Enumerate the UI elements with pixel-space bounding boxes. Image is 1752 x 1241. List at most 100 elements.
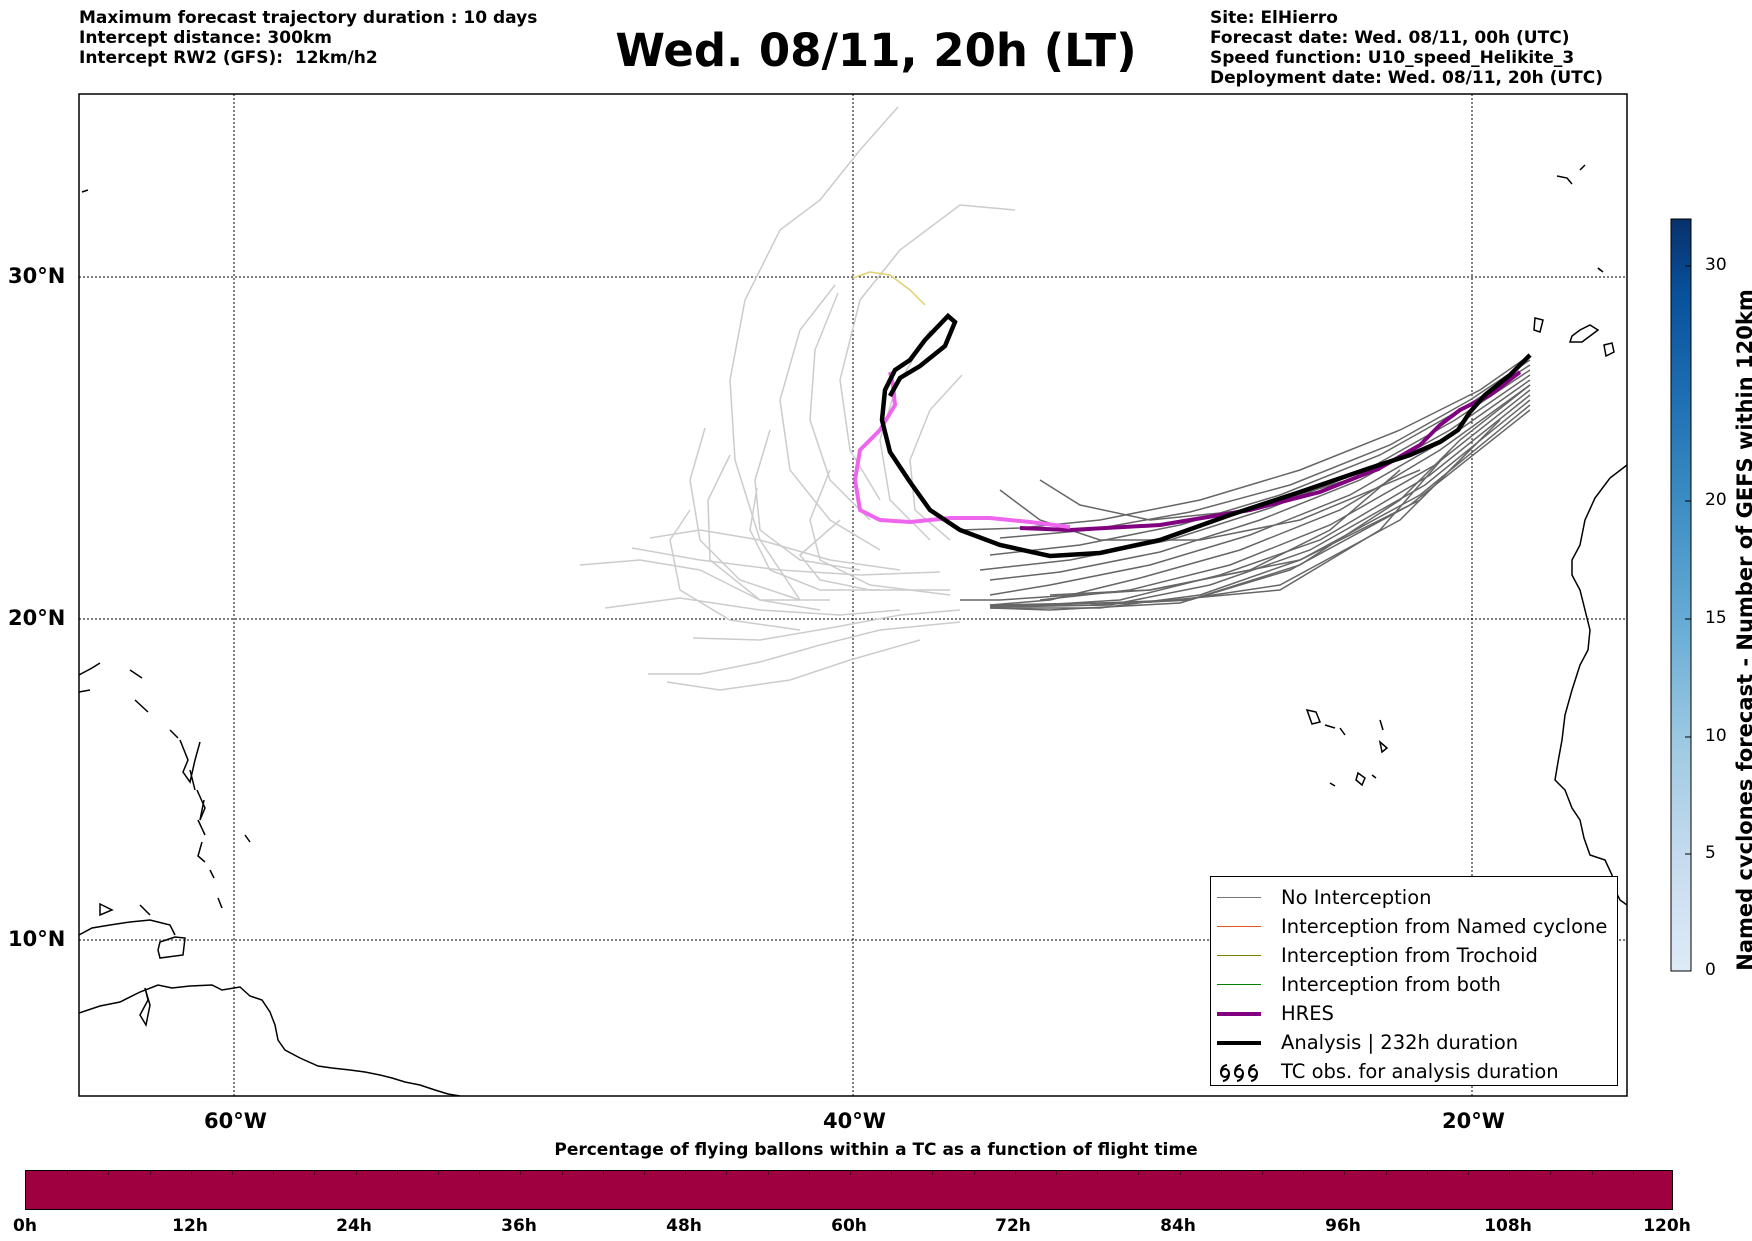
colorbar-tick: 15 — [1705, 608, 1727, 628]
colorbar-tick: 5 — [1705, 843, 1716, 863]
time-bar-minor-tick — [67, 1171, 69, 1175]
legend-label: Analysis | 232h duration — [1281, 1031, 1519, 1054]
time-bar-minor-tick — [273, 1171, 275, 1175]
caribbean-islands — [79, 662, 251, 1028]
time-bar-minor-tick — [685, 1171, 687, 1175]
time-bar-minor-tick — [396, 1171, 398, 1175]
ensemble-trajectories-near — [959, 354, 1531, 611]
time-tick: 12h — [172, 1216, 208, 1236]
time-bar-minor-tick — [602, 1171, 604, 1175]
time-tick: 108h — [1484, 1216, 1532, 1236]
coastlines — [79, 164, 1627, 1096]
legend-label: TC obs. for analysis duration — [1281, 1060, 1559, 1083]
legend-item: Interception from Trochoid — [1211, 941, 1617, 970]
time-bar-minor-tick — [1632, 1171, 1634, 1175]
time-bar-minor-tick — [726, 1171, 728, 1175]
legend-item: Interception from both — [1211, 970, 1617, 999]
time-tick: 36h — [501, 1216, 537, 1236]
time-bar-minor-tick — [1550, 1171, 1552, 1175]
legend-item: TC obs. for analysis duration — [1211, 1057, 1617, 1086]
lon-label: 60°W — [204, 1109, 267, 1133]
time-bar-minor-tick — [1220, 1171, 1222, 1175]
cape-verde-islands — [1305, 708, 1389, 787]
time-percentage-bar — [25, 1170, 1673, 1210]
map-frame — [78, 93, 1628, 1097]
time-bar-minor-tick — [808, 1171, 810, 1175]
time-bar-minor-tick — [932, 1171, 934, 1175]
time-bar-minor-tick — [520, 1171, 522, 1175]
colorbar-tick: 10 — [1705, 726, 1727, 746]
colorbar-tick: 20 — [1705, 490, 1727, 510]
header-left-line: Maximum forecast trajectory duration : 1… — [79, 8, 538, 28]
time-bar-minor-tick — [1056, 1171, 1057, 1175]
time-tick: 84h — [1160, 1216, 1196, 1236]
time-bar-minor-tick — [438, 1171, 439, 1175]
legend-item: Interception from Named cyclone — [1211, 912, 1617, 941]
map-title: Wed. 08/11, 20h (LT) — [615, 24, 1137, 77]
time-bar-minor-tick — [891, 1171, 893, 1175]
legend-item: Analysis | 232h duration — [1211, 1028, 1617, 1057]
legend-item: No Interception — [1211, 883, 1617, 912]
time-bar-minor-tick — [767, 1171, 769, 1175]
legend-label: Interception from both — [1281, 973, 1501, 996]
time-bar-minor-tick — [850, 1171, 851, 1175]
header-right-line: Forecast date: Wed. 08/11, 00h (UTC) — [1210, 28, 1570, 48]
time-bar-minor-tick — [108, 1171, 110, 1175]
time-tick: 24h — [336, 1216, 372, 1236]
time-tick: 0h — [13, 1216, 37, 1236]
bottom-bar-title: Percentage of flying ballons within a TC… — [554, 1140, 1198, 1160]
canary-islands — [1533, 267, 1615, 358]
ensemble-trajectories-far — [579, 106, 1016, 691]
time-bar-minor-tick — [149, 1171, 151, 1175]
legend-label: Interception from Named cyclone — [1281, 915, 1608, 938]
lat-label: 20°N — [8, 606, 66, 630]
south-america-coast — [79, 984, 461, 1096]
hurricane-symbol-icon — [1217, 1062, 1273, 1082]
time-bar-minor-tick — [1138, 1171, 1140, 1175]
time-bar-minor-tick — [1344, 1171, 1346, 1175]
time-bar-minor-tick — [1509, 1171, 1511, 1175]
lon-label: 40°W — [823, 1109, 886, 1133]
time-bar-minor-tick — [1014, 1171, 1016, 1175]
hres-trajectory-extension — [852, 371, 1071, 529]
colorbar-label: Named cyclones forecast - Number of GEFS… — [1733, 289, 1752, 971]
time-bar-minor-tick — [232, 1171, 233, 1175]
time-bar-minor-tick — [1426, 1171, 1428, 1175]
time-tick: 48h — [666, 1216, 702, 1236]
time-bar-minor-tick — [314, 1171, 316, 1175]
colorbar-tick: 0 — [1705, 960, 1716, 980]
legend-label: Interception from Trochoid — [1281, 944, 1538, 967]
azores-islands — [81, 164, 1601, 271]
time-bar-minor-tick — [1262, 1171, 1263, 1175]
legend-label: HRES — [1281, 1002, 1334, 1025]
legend-label: No Interception — [1281, 886, 1432, 909]
time-bar-minor-tick — [1097, 1171, 1099, 1175]
header-right-line: Site: ElHierro — [1210, 8, 1338, 28]
time-bar-minor-tick — [644, 1171, 645, 1175]
time-bar-minor-tick — [1468, 1171, 1469, 1175]
colorbar-ticks — [1685, 265, 1691, 972]
time-bar-minor-tick — [355, 1171, 357, 1175]
lat-label: 30°N — [8, 264, 66, 288]
time-tick: 96h — [1325, 1216, 1361, 1236]
trochoid-trajectory — [852, 271, 926, 306]
header-left-line: Intercept distance: 300km — [79, 28, 332, 48]
time-tick: 72h — [995, 1216, 1031, 1236]
hres-trajectory — [1019, 370, 1522, 533]
lon-label: 20°W — [1442, 1109, 1505, 1133]
colorbar-tick: 30 — [1705, 255, 1727, 275]
lat-label: 10°N — [8, 927, 66, 951]
time-bar-minor-tick — [479, 1171, 481, 1175]
west-africa-coast — [1554, 464, 1627, 906]
header-right-line: Deployment date: Wed. 08/11, 20h (UTC) — [1210, 68, 1604, 88]
time-tick: 120h — [1643, 1216, 1691, 1236]
time-bar-minor-tick — [973, 1171, 975, 1175]
time-tick: 60h — [831, 1216, 867, 1236]
trinidad-coast — [157, 936, 186, 959]
header-right-line: Speed function: U10_speed_Helikite_3 — [1210, 48, 1575, 68]
header-left-line: Intercept RW2 (GFS): 12km/h2 — [79, 48, 378, 68]
analysis-trajectory — [879, 312, 1532, 559]
time-bar-minor-tick — [1385, 1171, 1387, 1175]
time-bar-minor-tick — [1303, 1171, 1305, 1175]
